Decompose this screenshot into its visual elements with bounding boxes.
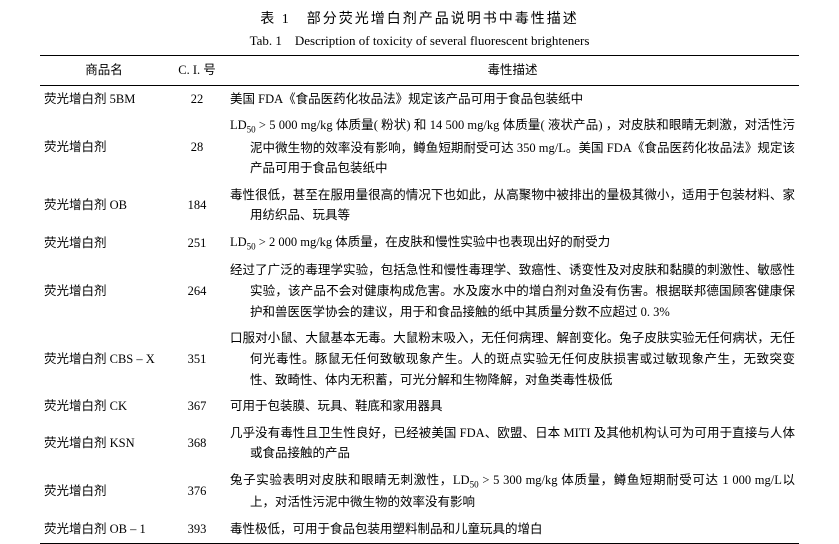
table-caption-cn: 表 1 部分荧光增白剂产品说明书中毒性描述 <box>40 8 799 28</box>
header-ci: C. I. 号 <box>168 56 226 86</box>
cell-desc: 兔子实验表明对皮肤和眼睛无刺激性，LD50 > 5 300 mg/kg 体质量，… <box>226 467 799 516</box>
cell-desc: 毒性很低，甚至在服用量很高的情况下也如此，从高聚物中被排出的量极其微小，适用于包… <box>226 182 799 229</box>
cell-desc: LD50 > 2 000 mg/kg 体质量，在皮肤和慢性实验中也表现出好的耐受… <box>226 229 799 257</box>
table-caption-en: Tab. 1 Description of toxicity of severa… <box>40 30 799 49</box>
table-row: 荧光增白剂264经过了广泛的毒理学实验，包括急性和慢性毒理学、致癌性、诱变性及对… <box>40 257 799 325</box>
table-row: 荧光增白剂251LD50 > 2 000 mg/kg 体质量，在皮肤和慢性实验中… <box>40 229 799 257</box>
cell-ci: 251 <box>168 229 226 257</box>
cell-ci: 28 <box>168 112 226 182</box>
cell-desc: 口服对小鼠、大鼠基本无毒。大鼠粉末吸入，无任何病理、解剖变化。兔子皮肤实验无任何… <box>226 325 799 393</box>
header-name: 商品名 <box>40 56 168 86</box>
cell-ci: 184 <box>168 182 226 229</box>
cell-ci: 368 <box>168 420 226 467</box>
cell-name: 荧光增白剂 <box>40 257 168 325</box>
cell-name: 荧光增白剂 CK <box>40 393 168 420</box>
cell-desc: 可用于包装膜、玩具、鞋底和家用器具 <box>226 393 799 420</box>
table-row: 荧光增白剂 CK367可用于包装膜、玩具、鞋底和家用器具 <box>40 393 799 420</box>
cell-ci: 393 <box>168 516 226 543</box>
cell-name: 荧光增白剂 5BM <box>40 85 168 112</box>
cell-name: 荧光增白剂 OB <box>40 182 168 229</box>
cell-desc: 美国 FDA《食品医药化妆品法》规定该产品可用于食品包装纸中 <box>226 85 799 112</box>
cell-ci: 367 <box>168 393 226 420</box>
cell-name: 荧光增白剂 OB – 1 <box>40 516 168 543</box>
toxicity-table: 商品名 C. I. 号 毒性描述 荧光增白剂 5BM22美国 FDA《食品医药化… <box>40 55 799 544</box>
table-row: 荧光增白剂 5BM22美国 FDA《食品医药化妆品法》规定该产品可用于食品包装纸… <box>40 85 799 112</box>
cell-ci: 376 <box>168 467 226 516</box>
table-row: 荧光增白剂28LD50 > 5 000 mg/kg 体质量( 粉状) 和 14 … <box>40 112 799 182</box>
table-row: 荧光增白剂 OB184毒性很低，甚至在服用量很高的情况下也如此，从高聚物中被排出… <box>40 182 799 229</box>
table-body: 荧光增白剂 5BM22美国 FDA《食品医药化妆品法》规定该产品可用于食品包装纸… <box>40 85 799 543</box>
cell-name: 荧光增白剂 <box>40 229 168 257</box>
header-desc: 毒性描述 <box>226 56 799 86</box>
table-header-row: 商品名 C. I. 号 毒性描述 <box>40 56 799 86</box>
cell-name: 荧光增白剂 <box>40 467 168 516</box>
cell-ci: 264 <box>168 257 226 325</box>
cell-desc: 经过了广泛的毒理学实验，包括急性和慢性毒理学、致癌性、诱变性及对皮肤和黏膜的刺激… <box>226 257 799 325</box>
cell-name: 荧光增白剂 <box>40 112 168 182</box>
table-row: 荧光增白剂376兔子实验表明对皮肤和眼睛无刺激性，LD50 > 5 300 mg… <box>40 467 799 516</box>
table-row: 荧光增白剂 CBS – X351口服对小鼠、大鼠基本无毒。大鼠粉末吸入，无任何病… <box>40 325 799 393</box>
cell-desc: 几乎没有毒性且卫生性良好，已经被美国 FDA、欧盟、日本 MITI 及其他机构认… <box>226 420 799 467</box>
table-row: 荧光增白剂 KSN368几乎没有毒性且卫生性良好，已经被美国 FDA、欧盟、日本… <box>40 420 799 467</box>
cell-ci: 351 <box>168 325 226 393</box>
table-row: 荧光增白剂 OB – 1393毒性极低，可用于食品包装用塑料制品和儿童玩具的增白 <box>40 516 799 543</box>
cell-name: 荧光增白剂 CBS – X <box>40 325 168 393</box>
cell-desc: LD50 > 5 000 mg/kg 体质量( 粉状) 和 14 500 mg/… <box>226 112 799 182</box>
cell-name: 荧光增白剂 KSN <box>40 420 168 467</box>
cell-desc: 毒性极低，可用于食品包装用塑料制品和儿童玩具的增白 <box>226 516 799 543</box>
cell-ci: 22 <box>168 85 226 112</box>
